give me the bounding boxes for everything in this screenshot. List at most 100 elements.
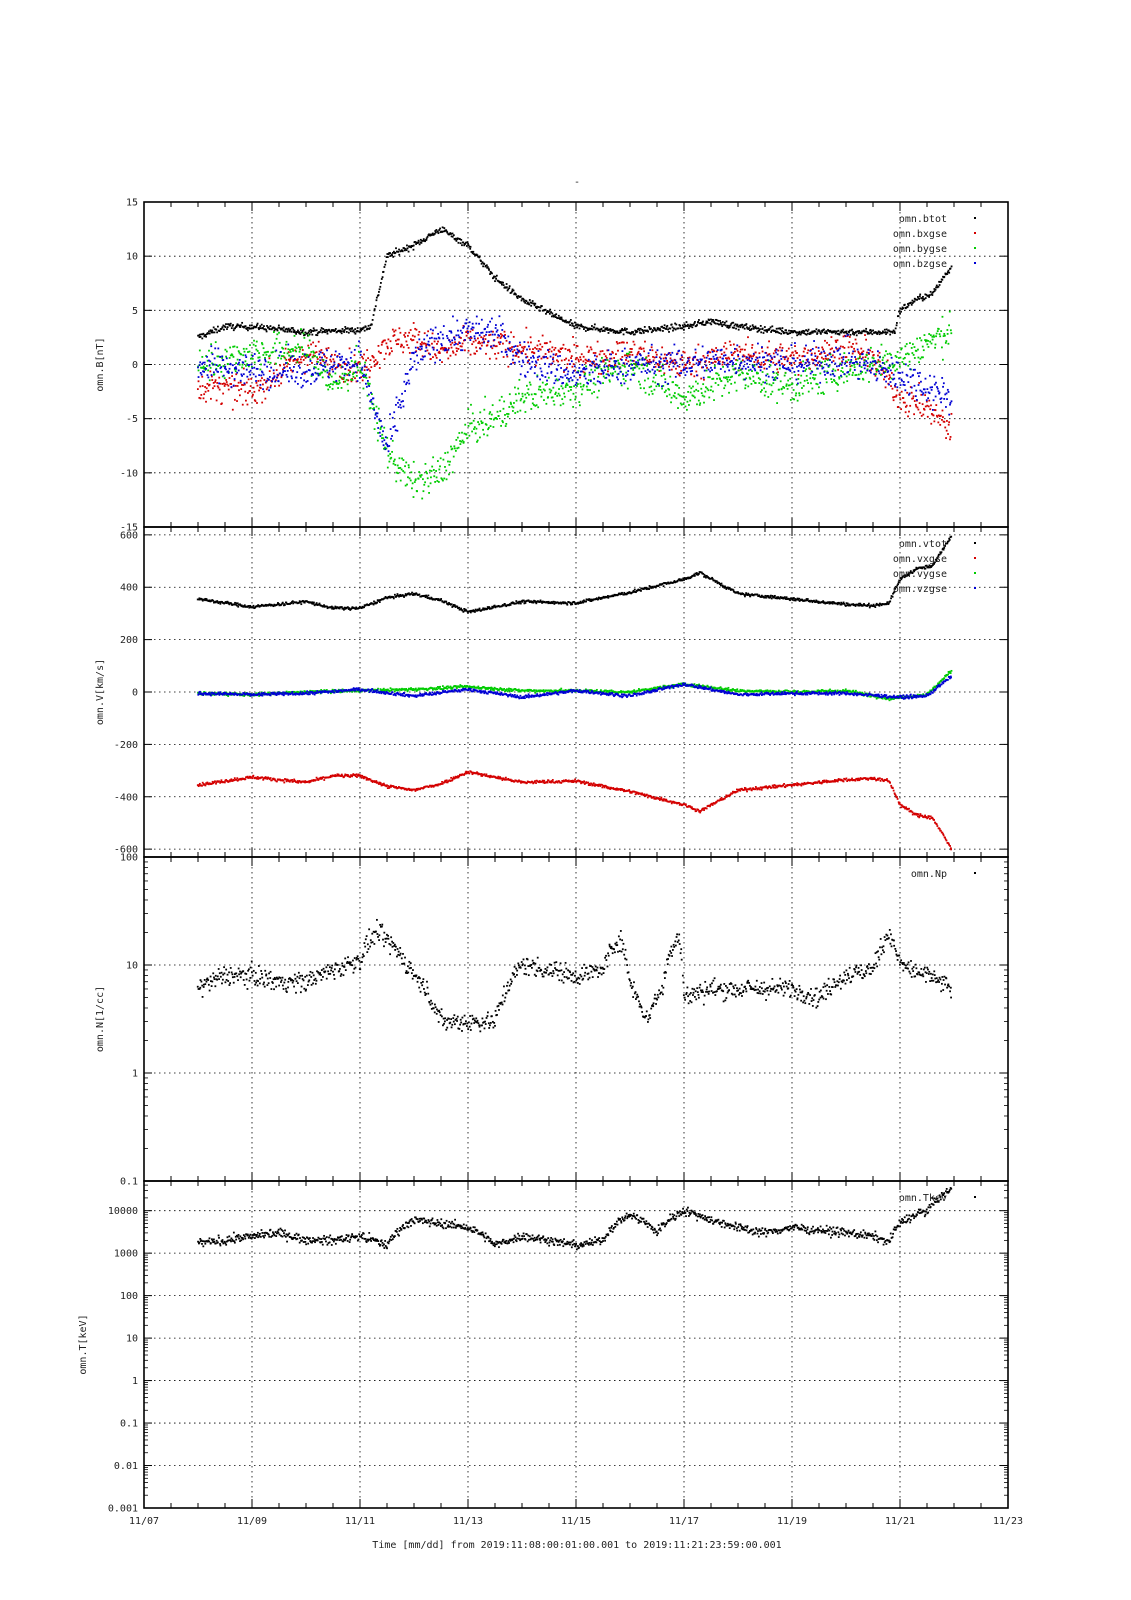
data-point bbox=[319, 329, 322, 332]
data-point bbox=[318, 350, 321, 353]
data-point bbox=[232, 324, 234, 326]
data-point bbox=[912, 368, 915, 371]
data-point bbox=[351, 379, 354, 381]
data-point bbox=[273, 331, 275, 333]
data-point bbox=[215, 367, 218, 370]
data-point bbox=[687, 357, 690, 360]
data-point bbox=[544, 308, 547, 311]
data-point bbox=[904, 345, 907, 348]
data-point bbox=[343, 360, 346, 363]
data-point bbox=[847, 346, 850, 349]
data-point bbox=[202, 598, 205, 601]
data-point bbox=[227, 601, 230, 604]
data-point bbox=[556, 317, 559, 319]
data-point bbox=[386, 466, 389, 469]
data-point bbox=[630, 351, 633, 353]
data-point bbox=[748, 376, 751, 379]
data-point bbox=[892, 378, 894, 381]
data-point bbox=[852, 350, 855, 353]
data-point bbox=[238, 351, 241, 354]
data-point bbox=[571, 371, 574, 374]
data-point bbox=[911, 343, 914, 346]
data-point bbox=[748, 329, 751, 332]
data-point bbox=[735, 371, 738, 373]
data-point bbox=[840, 370, 843, 372]
data-point bbox=[215, 328, 218, 331]
data-point bbox=[840, 331, 842, 334]
data-point bbox=[408, 382, 411, 385]
data-point bbox=[669, 360, 672, 363]
data-point bbox=[242, 354, 245, 357]
data-point bbox=[638, 367, 641, 370]
data-point bbox=[591, 328, 594, 331]
data-point bbox=[703, 401, 705, 404]
data-point bbox=[698, 319, 700, 321]
data-point bbox=[685, 396, 687, 398]
data-point bbox=[404, 465, 406, 468]
data-point bbox=[683, 368, 686, 371]
data-point bbox=[495, 605, 497, 608]
data-point bbox=[697, 343, 700, 346]
data-point bbox=[751, 370, 753, 372]
data-point bbox=[309, 353, 312, 356]
data-point bbox=[551, 362, 554, 365]
data-point bbox=[497, 352, 500, 355]
data-point bbox=[557, 392, 560, 395]
data-point bbox=[706, 354, 709, 357]
data-point bbox=[532, 348, 534, 351]
data-point bbox=[392, 335, 395, 337]
data-point bbox=[231, 325, 234, 327]
data-point bbox=[836, 339, 839, 342]
data-point bbox=[691, 365, 693, 368]
data-point bbox=[374, 602, 376, 605]
data-point bbox=[911, 299, 914, 302]
data-point bbox=[395, 339, 397, 342]
data-point bbox=[682, 403, 685, 405]
data-point bbox=[373, 428, 376, 430]
data-point bbox=[775, 348, 778, 351]
data-point bbox=[846, 371, 849, 374]
data-point bbox=[635, 364, 638, 367]
data-point bbox=[235, 366, 237, 369]
data-point bbox=[816, 383, 819, 386]
data-point bbox=[505, 339, 508, 342]
data-point bbox=[623, 382, 626, 385]
data-point bbox=[523, 300, 526, 303]
data-point bbox=[437, 481, 440, 483]
data-point bbox=[805, 368, 808, 371]
data-point bbox=[676, 384, 679, 387]
data-point bbox=[929, 374, 931, 377]
data-point bbox=[240, 388, 243, 390]
data-point bbox=[782, 386, 785, 388]
data-point bbox=[582, 355, 585, 358]
data-point bbox=[572, 392, 575, 395]
data-point bbox=[424, 481, 427, 484]
data-point bbox=[412, 339, 415, 341]
data-point bbox=[732, 368, 735, 371]
data-point bbox=[808, 367, 811, 370]
data-point bbox=[689, 370, 692, 373]
data-point bbox=[417, 348, 420, 350]
data-point bbox=[236, 346, 239, 349]
data-point bbox=[732, 343, 735, 346]
data-point bbox=[365, 376, 368, 379]
data-point bbox=[425, 346, 428, 349]
data-point bbox=[666, 362, 669, 365]
data-point bbox=[637, 380, 640, 383]
data-point bbox=[574, 384, 577, 386]
data-point bbox=[772, 361, 775, 364]
data-point bbox=[289, 350, 292, 353]
data-point bbox=[823, 328, 825, 331]
data-point bbox=[661, 346, 664, 349]
data-point bbox=[630, 367, 632, 370]
data-point bbox=[635, 355, 638, 358]
data-point bbox=[910, 303, 913, 306]
data-point bbox=[717, 361, 720, 363]
data-point bbox=[811, 330, 814, 333]
data-point bbox=[705, 356, 708, 359]
data-point bbox=[641, 329, 644, 331]
data-point bbox=[835, 347, 838, 350]
data-point bbox=[427, 340, 430, 343]
data-point bbox=[783, 374, 786, 377]
data-point bbox=[708, 361, 711, 363]
